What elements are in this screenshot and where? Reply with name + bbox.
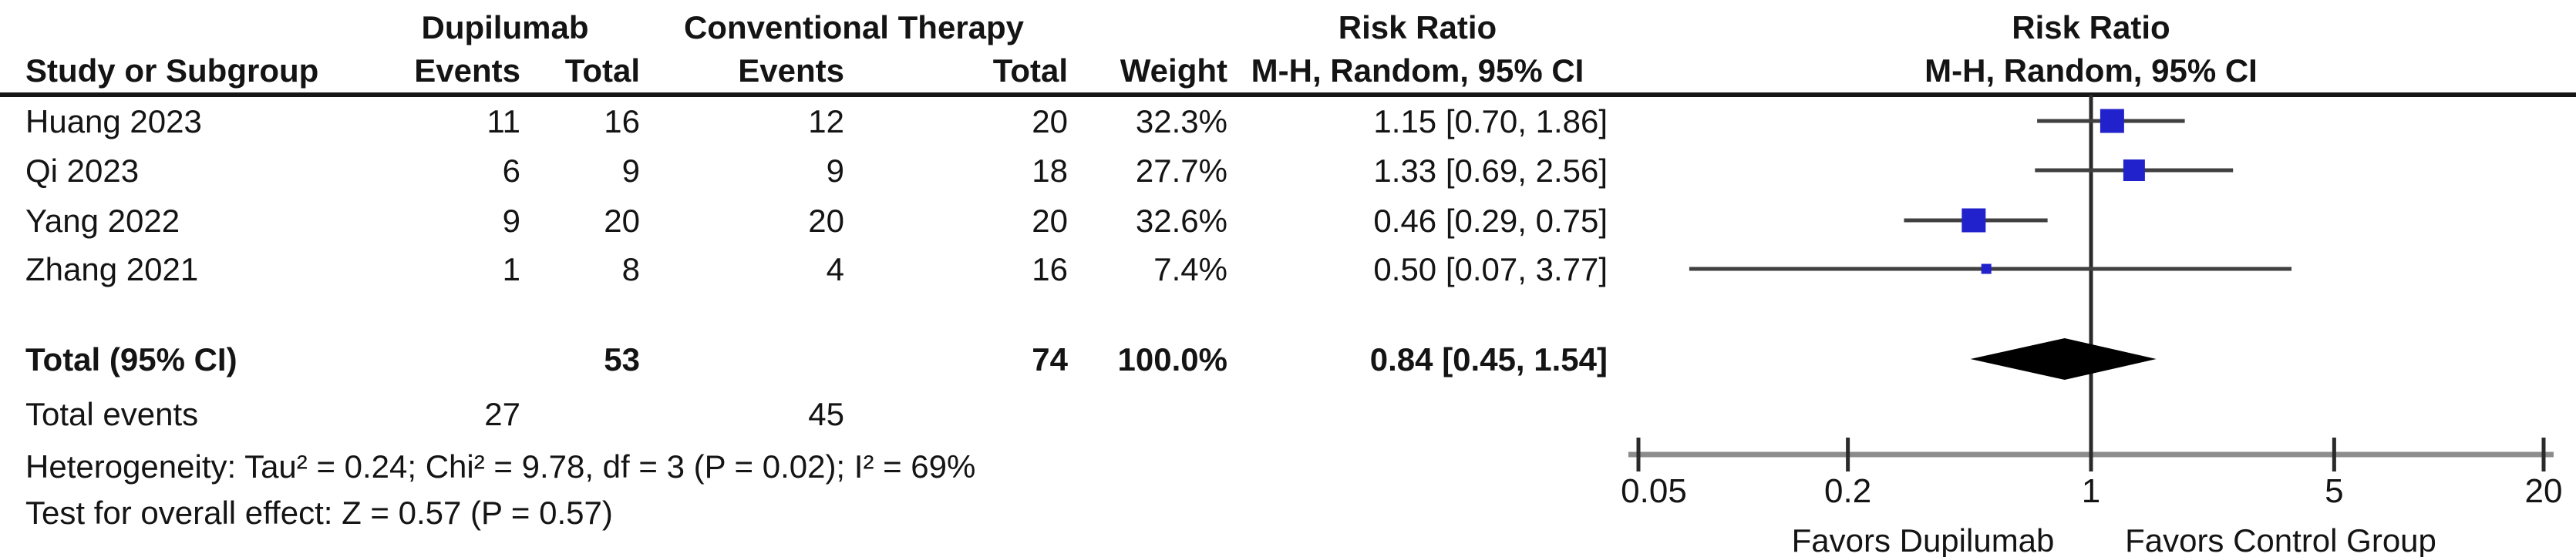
risk-ratio-ci-value: 0.46 [0.29, 0.75] [1373,202,1608,239]
favors-right-label: Favors Control Group [2125,522,2436,557]
weight-value: 32.3% [1135,102,1227,139]
risk-ratio-ci-value: 0.50 [0.07, 3.77] [1373,250,1608,287]
col-header-total-conventional: Total [992,52,1068,89]
total-label: Total (95% CI) [25,341,237,377]
group-header-dupilumab: Dupilumab [421,9,589,45]
total-row: Total (95% CI) 53 74 100.0% 0.84 [0.45, … [25,335,1608,384]
risk-ratio-ci-value: 1.15 [0.70, 1.86] [1373,102,1608,139]
summary-diamond [1970,338,2157,380]
dupilumab-grand-total: 53 [604,341,640,377]
header-separator-line [0,92,2576,97]
dupilumab-total-events: 27 [484,395,520,432]
group-header-conventional: Conventional Therapy [683,9,1025,45]
total-weight: 100.0% [1117,341,1227,377]
axis-tick-label: 0.05 [1621,472,1687,510]
study-row-zhang-2021: Zhang 2021 1 8 4 16 7.4% 0.50 [0.07, 3.7… [25,245,1608,294]
dupilumab-events: 11 [487,102,520,139]
axis-tick-label: 20 [2525,472,2563,510]
dupilumab-total: 16 [604,102,640,139]
col-header-total-dupilumab: Total [564,52,640,89]
total-risk-ratio-ci: 0.84 [0.45, 1.54] [1369,341,1608,377]
conventional-total: 16 [1032,250,1068,287]
dupilumab-events: 1 [502,250,520,287]
study-name: Zhang 2021 [25,250,199,287]
dupilumab-events: 6 [502,152,520,189]
effect-square [2100,109,2124,133]
conventional-events: 4 [826,250,844,287]
weight-value: 27.7% [1135,152,1227,189]
conventional-total: 18 [1032,152,1068,189]
study-name: Huang 2023 [25,102,202,139]
column-header-row: Study or Subgroup Events Total Events To… [25,49,1608,92]
favors-left-label: Favors Dupilumab [1792,522,2055,557]
study-name: Yang 2022 [25,202,180,239]
study-row-huang-2023: Huang 2023 11 16 12 20 32.3% 1.15 [0.70,… [25,97,1608,146]
col-header-weight: Weight [1120,52,1227,89]
group-header-risk-ratio: Risk Ratio [1338,9,1497,45]
conventional-events: 9 [826,152,844,189]
conventional-total: 20 [1032,202,1068,239]
dupilumab-total: 9 [621,152,640,189]
plot-header-mh-ci: M-H, Random, 95% CI [1924,52,2258,89]
weight-value: 7.4% [1153,250,1227,287]
conventional-events: 20 [808,202,844,239]
dupilumab-events: 9 [502,202,520,239]
weight-value: 32.6% [1135,202,1227,239]
conventional-total-events: 45 [808,395,844,432]
dupilumab-total: 20 [604,202,640,239]
axis-tick-label: 0.2 [1824,472,1871,510]
effect-square [1961,208,1986,233]
conventional-grand-total: 74 [1032,341,1068,377]
col-header-events-dupilumab: Events [414,52,520,89]
study-name: Qi 2023 [25,152,140,189]
plot-header-risk-ratio: Risk Ratio [2012,9,2170,45]
col-header-study: Study or Subgroup [25,52,319,89]
axis-tick-label: 1 [2082,472,2100,510]
study-row-qi-2023: Qi 2023 6 9 9 18 27.7% 1.33 [0.69, 2.56] [25,146,1608,195]
dupilumab-total: 8 [621,250,640,287]
overall-effect-test: Test for overall effect: Z = 0.57 (P = 0… [25,495,613,531]
conventional-total: 20 [1032,102,1068,139]
conventional-events: 12 [808,102,844,139]
effect-square [1981,263,1992,274]
group-header-row: Dupilumab Conventional Therapy Risk Rati… [25,6,1608,49]
heterogeneity-stats: Heterogeneity: Tau² = 0.24; Chi² = 9.78,… [25,448,976,485]
effect-square [2123,159,2145,181]
study-row-yang-2022: Yang 2022 9 20 20 20 32.6% 0.46 [0.29, 0… [25,196,1608,245]
col-header-mh-ci: M-H, Random, 95% CI [1251,52,1584,89]
axis-tick-label: 5 [2325,472,2343,510]
col-header-events-conventional: Events [738,52,844,89]
total-events-row: Total events 27 45 [25,390,1608,438]
total-events-label: Total events [25,395,199,432]
risk-ratio-ci-value: 1.33 [0.69, 2.56] [1373,152,1608,189]
